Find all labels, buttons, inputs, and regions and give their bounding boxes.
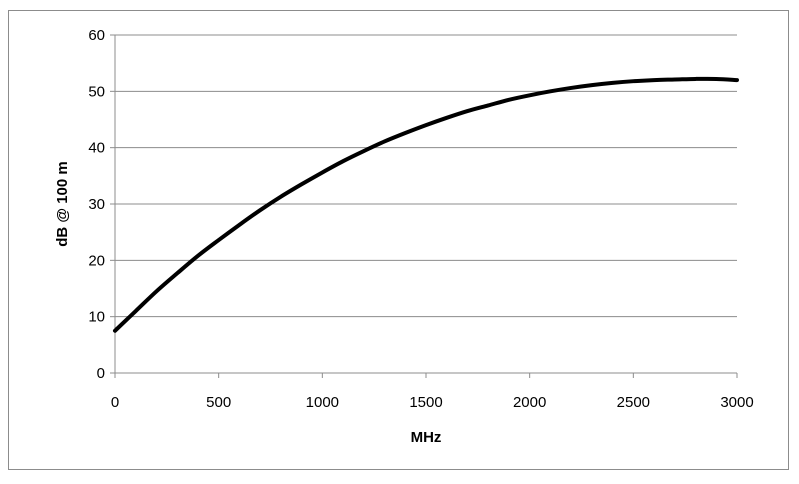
y-tick-label-5: 50: [88, 83, 105, 100]
chart-frame: [8, 10, 789, 470]
series-layer: [113, 76, 739, 333]
x-tick-label-4: 2000: [513, 394, 546, 411]
series-line-0: [113, 76, 739, 333]
y-tick-label-1: 10: [88, 309, 105, 326]
y-tick-label-2: 20: [88, 252, 105, 269]
x-tick-label-2: 1000: [306, 394, 339, 411]
y-axis-title: dB @ 100 m: [54, 161, 71, 247]
x-tick-label-0: 0: [111, 394, 119, 411]
x-tick-label-3: 1500: [409, 394, 442, 411]
y-tick-labels: 0 10 20 30 40 50 60: [88, 27, 105, 382]
y-tick-label-0: 0: [97, 365, 105, 382]
x-axis-title: MHz: [411, 429, 442, 446]
x-tick-label-6: 3000: [720, 394, 753, 411]
y-tick-label-3: 30: [88, 196, 105, 213]
y-tick-label-4: 40: [88, 140, 105, 157]
x-tick-labels: 0 500 1000 1500 2000 2500 3000: [111, 394, 754, 411]
gridlines: [115, 34, 737, 318]
x-tick-label-5: 2500: [617, 394, 650, 411]
y-tick-label-6: 60: [88, 27, 105, 44]
x-tick-label-1: 500: [206, 394, 231, 411]
axes: [110, 34, 738, 378]
